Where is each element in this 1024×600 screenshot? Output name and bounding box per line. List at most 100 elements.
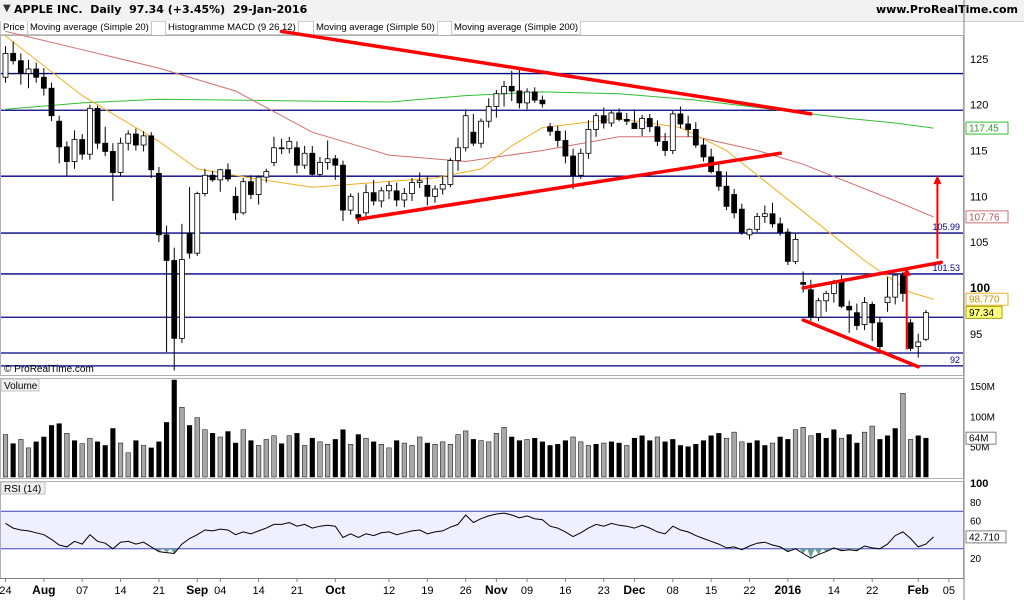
candle-body: [631, 122, 638, 129]
volume-bar: [923, 437, 929, 478]
candle: [884, 276, 891, 312]
volume-bar: [831, 429, 837, 478]
volume-bar: [179, 407, 185, 478]
ma20-value-box: [965, 292, 1009, 306]
candle-body: [669, 113, 676, 151]
volume-bar: [555, 444, 561, 478]
candle-body: [846, 305, 853, 311]
candle-body: [294, 147, 300, 166]
x-tick-label: 05: [943, 585, 955, 597]
volume-bar: [210, 433, 216, 478]
x-tick-label: Dec: [623, 583, 645, 597]
close-value-box: [965, 305, 1003, 319]
rsi-last-value: 42.710: [969, 532, 1000, 543]
candle-body: [102, 142, 109, 152]
volume-bar: [516, 440, 522, 478]
volume-bar: [624, 445, 630, 478]
volume-bar: [263, 439, 269, 478]
candle: [370, 179, 377, 206]
collapse-chevron-icon[interactable]: ▼: [3, 3, 11, 14]
price-tick-110: 110: [970, 191, 988, 203]
candle-body: [800, 282, 807, 285]
candle: [332, 155, 339, 180]
candle: [731, 189, 738, 219]
candle: [692, 122, 699, 148]
x-tick-label: Sep: [186, 583, 208, 597]
candle: [63, 141, 70, 177]
volume-bar: [447, 444, 453, 478]
x-tick-label: 14: [828, 585, 840, 597]
candle: [501, 80, 507, 107]
volume-bar: [432, 444, 438, 478]
volume-last-value: 64M: [969, 434, 988, 445]
level-label-105: 105.99: [932, 222, 960, 232]
x-tick-label: 12: [383, 585, 395, 597]
rsi-tick-20: 20: [970, 554, 982, 565]
candle-body: [677, 113, 684, 125]
volume-bar: [731, 431, 737, 478]
candle-body: [393, 190, 400, 201]
volume-bar: [693, 444, 699, 478]
candle: [600, 107, 607, 129]
x-tick-label: 08: [667, 585, 679, 597]
candle-body: [363, 192, 369, 214]
candle: [907, 319, 914, 352]
candle-body: [209, 174, 216, 181]
candle-body: [539, 99, 546, 105]
volume-bar: [233, 442, 239, 478]
volume-bar: [739, 441, 745, 478]
volume-bar: [217, 436, 223, 478]
tab-macd[interactable]: Histogramme MACD (9 26 12): [165, 21, 299, 35]
candle: [378, 187, 385, 208]
candle-body: [148, 135, 155, 171]
candle-body: [915, 341, 922, 347]
candle-body: [202, 174, 208, 194]
candle: [271, 136, 277, 167]
candle-body: [324, 158, 331, 163]
candle: [608, 110, 615, 127]
candle: [263, 168, 270, 183]
volume-bar: [79, 443, 85, 478]
volume-bar: [478, 440, 484, 478]
candle-body: [48, 87, 55, 117]
tab-ma200[interactable]: Moving average (Simple 200): [451, 21, 582, 35]
candle-body: [63, 146, 70, 162]
volume-bar: [348, 444, 354, 478]
candle-body: [332, 158, 339, 166]
candle: [94, 105, 101, 149]
trend-line: [356, 151, 782, 221]
candle: [148, 132, 155, 179]
candle: [562, 130, 569, 164]
candle-body: [485, 106, 492, 122]
volume-bar: [102, 445, 108, 478]
x-tick-label: 23: [598, 585, 610, 597]
candle: [10, 41, 17, 65]
volume-bar: [578, 441, 584, 478]
candle-body: [585, 129, 592, 154]
volume-bar: [94, 441, 101, 478]
tab-ma50[interactable]: Moving average (Simple 50): [313, 21, 438, 35]
candle-body: [462, 115, 469, 149]
ma20-value: 98.770: [969, 295, 1000, 306]
candle-body: [853, 312, 860, 326]
volume-bar: [861, 431, 868, 478]
candle-body: [386, 184, 392, 192]
price-tick-95: 95: [970, 329, 982, 341]
candle-body: [25, 68, 32, 74]
volume-bar: [355, 434, 361, 478]
volume-tick-150: 150M: [970, 382, 995, 393]
candle-body: [738, 208, 745, 233]
volume-bar: [647, 440, 653, 478]
candle-body: [347, 195, 354, 211]
rsi-oversold-fill: [155, 548, 861, 559]
volume-bar: [815, 433, 822, 478]
candle: [593, 112, 599, 137]
volume-bar: [823, 437, 829, 478]
candle: [248, 175, 254, 200]
volume-title-box: [0, 378, 40, 392]
x-tick-label: 26: [460, 585, 472, 597]
tab-ma20[interactable]: Moving average (Simple 20): [27, 21, 152, 35]
candle: [715, 163, 722, 191]
candle: [623, 112, 630, 125]
volume-bar: [110, 428, 116, 478]
